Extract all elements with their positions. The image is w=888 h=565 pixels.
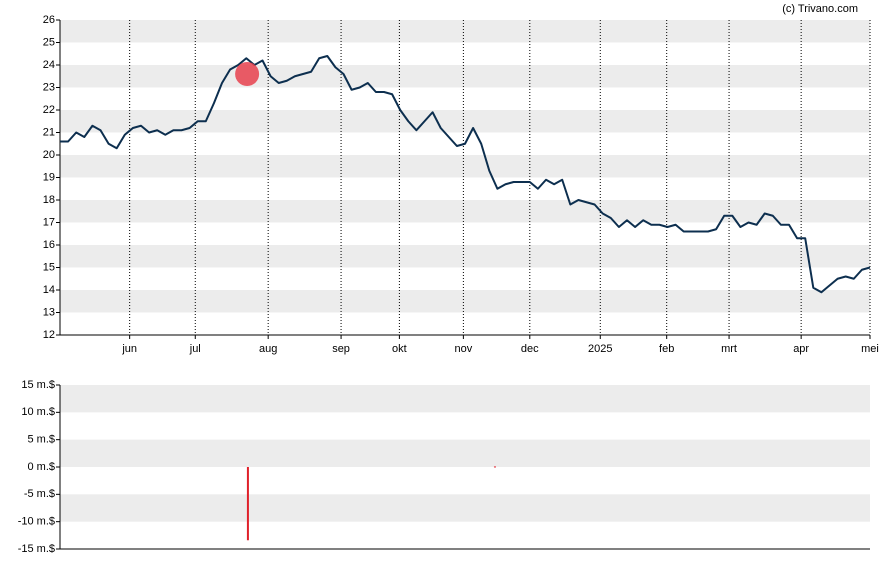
y-tick-label: -15 m.$: [18, 543, 55, 555]
grid-band: [60, 65, 870, 88]
grid-band: [60, 494, 870, 522]
x-tick-label: okt: [392, 343, 407, 355]
bar: [246, 467, 249, 541]
y-tick-label: 10 m.$: [21, 406, 55, 418]
y-tick-label: 19: [43, 171, 55, 183]
price-line: [60, 55, 871, 294]
y-tick-label: 12: [43, 329, 55, 341]
x-tick-label: aug: [259, 343, 277, 355]
grid-band: [60, 290, 870, 313]
y-tick-label: 24: [43, 59, 55, 71]
x-tick-label: jul: [189, 343, 201, 355]
x-tick-label: nov: [455, 343, 473, 355]
y-tick-label: 20: [43, 149, 55, 161]
x-tick-label: feb: [659, 343, 674, 355]
y-tick-label: 5 m.$: [27, 434, 55, 446]
y-tick-label: 14: [43, 284, 55, 296]
y-tick-label: 15: [43, 261, 55, 273]
grid-band: [60, 110, 870, 133]
y-tick-label: 23: [43, 81, 55, 93]
y-tick-label: 25: [43, 36, 55, 48]
y-tick-label: 26: [43, 14, 55, 26]
highlight-marker: [235, 62, 260, 86]
y-tick-label: 22: [43, 104, 55, 116]
y-tick-label: 0 m.$: [27, 461, 55, 473]
grid-band: [60, 439, 870, 467]
x-tick-label: mrt: [721, 343, 737, 355]
x-tick-label: jun: [121, 343, 137, 355]
bar: [493, 466, 496, 468]
x-tick-label: dec: [521, 343, 539, 355]
source: (c) Trivano.com: [782, 3, 858, 15]
y-tick-label: 13: [43, 306, 55, 318]
y-tick-label: 21: [43, 126, 55, 138]
y-tick-label: 18: [43, 194, 55, 206]
grid-band: [60, 20, 870, 43]
x-tick-label: 2025: [588, 343, 612, 355]
grid-band: [60, 200, 870, 223]
y-tick-label: -10 m.$: [18, 516, 55, 528]
x-tick-label: apr: [793, 343, 809, 355]
y-tick-label: 17: [43, 216, 55, 228]
grid-band: [60, 155, 870, 178]
grid-band: [60, 385, 870, 413]
y-tick-label: 15 m.$: [21, 379, 55, 391]
grid-band: [60, 245, 870, 268]
x-tick-label: mei: [861, 343, 879, 355]
y-tick-label: -5 m.$: [24, 488, 55, 500]
x-tick-label: sep: [332, 343, 350, 355]
y-tick-label: 16: [43, 239, 55, 251]
